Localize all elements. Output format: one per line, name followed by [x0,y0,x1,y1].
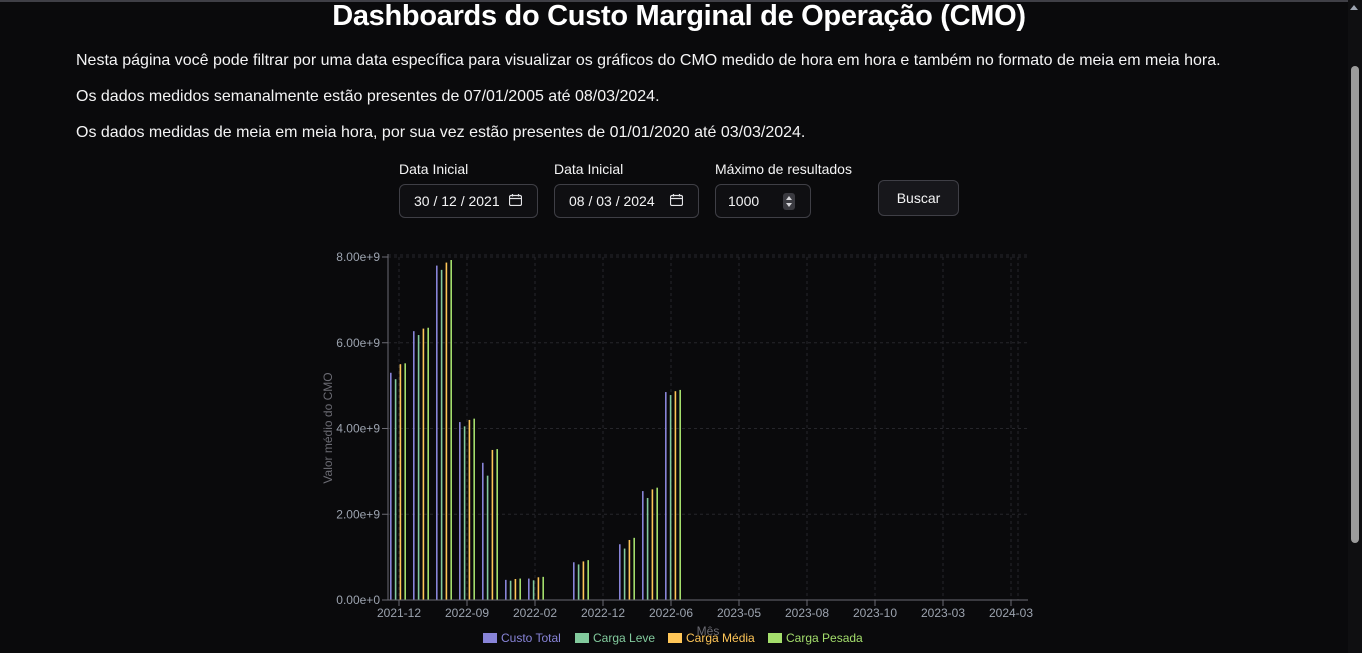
bar [445,262,448,600]
bar [542,576,544,600]
bar [491,449,494,600]
bar [642,491,644,600]
bar [450,260,452,600]
bar [633,537,635,600]
legend-swatch [668,633,682,643]
bar [459,422,461,600]
bar [573,562,575,600]
bar [436,265,438,600]
bar [519,578,521,600]
max-results-input[interactable]: 1000 [715,184,811,218]
bar [417,335,420,600]
x-axis-label: Mês [697,624,720,638]
scrollbar-thumb[interactable] [1351,66,1359,543]
calendar-icon[interactable] [509,194,522,206]
chart-bars [390,260,681,600]
bar [537,577,540,600]
end-date-label: Data Inicial [554,161,624,177]
x-tick-label: 2022-06 [649,606,693,620]
max-results-value: 1000 [728,193,760,209]
x-tick-label: 2022-02 [513,606,557,620]
chart-axes: 0.00e+0 2.00e+9 4.00e+9 6.00e+9 8.00e+9 2021-… [336,250,1033,620]
search-button[interactable]: Buscar [878,180,959,216]
start-date-value: 30 / 12 / 2021 [414,193,500,209]
bar [509,580,512,600]
number-spinner-icon[interactable] [783,193,795,210]
bar [674,391,677,600]
bar [623,548,626,600]
bar [532,580,535,600]
bar [486,475,489,600]
bar [651,489,654,600]
y-tick-label: 8.00e+9 [336,250,380,264]
start-date-input[interactable]: 30 / 12 / 2021 [399,184,538,218]
y-axis-label: Valor médio do CMO [321,372,335,483]
max-results-label: Máximo de resultados [715,161,852,177]
bar [628,539,631,600]
bar [656,487,658,600]
bar [528,578,530,600]
x-tick-label: 2024-03 [989,606,1033,620]
bar [482,462,484,600]
x-tick-label: 2023-03 [921,606,965,620]
bar [619,544,621,600]
bar [473,418,475,600]
y-tick-label: 6.00e+9 [336,336,380,350]
end-date-input[interactable]: 08 / 03 / 2024 [554,184,699,218]
bar [577,564,580,600]
top-border [0,0,1362,2]
chart-legend: Custo Total Carga Leve Carga Média Carga Pe… [483,631,863,645]
bar [587,560,589,600]
start-date-label: Data Inicial [399,161,469,177]
page-title: Dashboards do Custo Marginal de Operação… [332,0,1026,32]
bar [679,389,681,600]
x-tick-label: 2022-12 [581,606,625,620]
legend-label: Carga Leve [593,631,655,645]
bar [468,419,471,600]
bar [665,392,667,600]
x-tick-label: 2022-09 [445,606,489,620]
x-tick-label: 2021-12 [377,606,421,620]
y-tick-label: 0.00e+0 [336,593,380,607]
y-tick-label: 4.00e+9 [336,422,380,436]
legend-label: Carga Média [686,631,755,645]
bar [390,372,392,600]
legend-label: Carga Pesada [786,631,863,645]
chart-grid [388,254,1028,601]
x-tick-label: 2023-08 [785,606,829,620]
bar [582,561,585,600]
legend-swatch [768,633,782,643]
weekly-range-paragraph: Os dados medidos semanalmente estão pres… [76,88,660,105]
scrollbar[interactable] [1348,0,1362,653]
bar [514,578,517,600]
scroll-up-arrow-icon[interactable] [1350,5,1358,10]
halfhour-range-paragraph: Os dados medidas de meia em meia hora, p… [76,124,806,141]
legend-label: Custo Total [501,631,561,645]
bar [394,379,397,600]
bar [399,364,402,600]
bar [422,328,425,600]
bar [669,395,672,600]
end-date-value: 08 / 03 / 2024 [569,193,655,209]
start-date-field: Data Inicial 30 / 12 / 2021 [399,160,538,218]
intro-paragraph: Nesta página você pode filtrar por uma d… [76,52,1221,69]
max-results-field: Máximo de resultados 1000 [715,160,852,218]
bar [440,269,443,600]
bar [427,327,429,600]
y-tick-label: 2.00e+9 [336,507,380,521]
calendar-icon[interactable] [670,194,683,206]
legend-swatch [575,633,589,643]
bar [413,331,415,600]
bar [404,363,406,600]
end-date-field: Data Inicial 08 / 03 / 2024 [554,160,699,218]
bar [463,426,466,600]
bar [646,497,649,600]
bar [496,449,498,600]
x-tick-label: 2023-05 [717,606,761,620]
x-tick-label: 2023-10 [853,606,897,620]
legend-swatch [483,633,497,643]
bar [505,579,507,600]
